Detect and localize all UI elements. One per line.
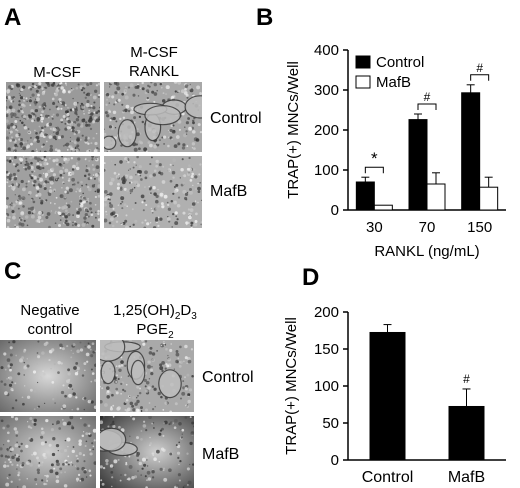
bar <box>369 331 406 460</box>
row-label-c-mafb: MafB <box>202 446 240 463</box>
y-tick-label: 0 <box>331 452 339 469</box>
micrograph-a-mcsf-mafb <box>6 156 100 228</box>
panel-letter-c: C <box>4 258 22 285</box>
label-pge2-sub: 2 <box>168 330 174 341</box>
label-vitd3-d: D <box>180 302 192 319</box>
significance-bracket <box>417 103 437 110</box>
y-tick-label: 300 <box>314 82 339 99</box>
y-tick-label: 150 <box>314 341 339 358</box>
y-tick-label: 100 <box>314 162 339 179</box>
y-tick-label: 100 <box>314 378 339 395</box>
panel-letter-a: A <box>4 4 22 31</box>
significance-bracket <box>470 74 490 81</box>
x-tick-label: 30 <box>366 219 383 236</box>
bar <box>479 186 499 211</box>
row-label-a-mafb: MafB <box>210 183 248 200</box>
label-mcsf-rankl-line2: RANKL <box>128 63 180 80</box>
legend-label: Control <box>376 54 424 71</box>
x-tick-label: 70 <box>419 219 436 236</box>
panel-letter-b: B <box>256 4 274 31</box>
label-pge2: PGE2 <box>102 321 208 344</box>
significance-mark: # <box>476 61 483 75</box>
micrograph-c-vitd3-mafb <box>100 416 194 488</box>
label-vitd3: 1,25(OH)2D3 <box>102 302 208 325</box>
x-tick-label: 150 <box>467 219 492 236</box>
label-mcsf-rankl-line1: M-CSF <box>130 44 178 61</box>
y-tick-label: 50 <box>322 415 339 432</box>
significance-mark: # <box>463 372 470 386</box>
x-tick-label: Control <box>362 469 414 486</box>
legend-swatch <box>355 75 371 89</box>
y-axis-label: TRAP(+) MNCs/Well <box>283 317 300 455</box>
legend-label: MafB <box>376 74 411 91</box>
row-label-a-control: Control <box>210 110 262 127</box>
bar <box>461 92 481 211</box>
x-axis-label: RANKL (ng/mL) <box>374 243 479 260</box>
chart-b: 0 100 200 300 400 30 * 70 #150 # Control MafB RANKL … <box>285 42 506 260</box>
label-pge2-text: PGE <box>136 321 169 338</box>
label-vitd3-sub2: 3 <box>191 311 197 322</box>
label-vitd3-text: 1,25(OH) <box>113 302 175 319</box>
legend-swatch <box>355 55 371 69</box>
label-control-col: control <box>27 321 73 338</box>
micrograph-c-vitd3-control <box>100 340 194 412</box>
micrograph-c-neg-mafb <box>0 416 96 488</box>
bar <box>426 183 446 211</box>
y-tick-label: 0 <box>331 202 339 219</box>
row-label-c-control: Control <box>202 369 254 386</box>
significance-bracket <box>364 166 384 174</box>
micrograph-a-mcsf-control <box>6 82 100 152</box>
bar <box>448 405 485 460</box>
significance-mark: * <box>371 149 378 168</box>
label-mcsf: M-CSF <box>33 64 81 81</box>
y-tick-label: 200 <box>314 122 339 139</box>
x-tick-label: MafB <box>448 469 485 486</box>
y-tick-label: 400 <box>314 42 339 59</box>
chart-d: 0 50 100 150 200 Control MafB # TRAP(+) MNCs/Wel… <box>283 304 506 486</box>
label-negative: Negative <box>20 302 80 319</box>
bar <box>408 119 428 211</box>
y-axis-label: TRAP(+) MNCs/Well <box>285 61 302 199</box>
bar <box>355 181 375 211</box>
micrograph-a-rankl-control <box>104 82 202 152</box>
micrograph-a-rankl-mafb <box>104 156 202 228</box>
bar <box>373 204 393 211</box>
panel-letter-d: D <box>302 264 320 291</box>
significance-mark: # <box>424 90 431 104</box>
micrograph-c-neg-control <box>0 340 96 412</box>
label-vitd3-sub1: 2 <box>174 311 181 322</box>
y-tick-label: 200 <box>314 304 339 321</box>
